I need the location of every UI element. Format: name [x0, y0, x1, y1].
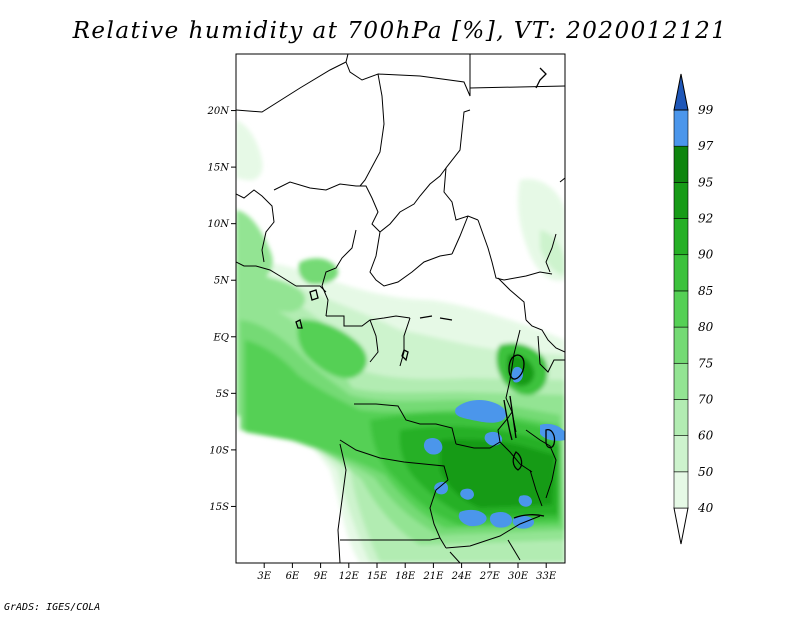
colorbar-label: 95 [698, 175, 713, 189]
colorbar-label: 60 [698, 429, 714, 443]
colorbar-label: 70 [698, 392, 714, 406]
lon-tick-label: 6E [286, 571, 300, 582]
lon-tick-label: 33E [536, 571, 557, 582]
country-borders [236, 54, 565, 563]
colorbar-segment [673, 471, 689, 509]
colorbar-segment [673, 182, 689, 219]
colorbar-label: 92 [698, 212, 713, 226]
map-frame [235, 53, 566, 564]
colorbar-segment [673, 399, 689, 436]
lat-tick-label: 5S [216, 389, 229, 400]
colorbar-label: 90 [698, 248, 714, 262]
humidity-region-guinea-coast [236, 274, 306, 312]
lon-tick-label: 24E [451, 571, 473, 582]
colorbar-label: 85 [698, 284, 713, 298]
humidity-region-west-coast [236, 210, 273, 282]
colorbar-label: 50 [698, 465, 714, 479]
lon-tick-label: 3E [257, 571, 271, 582]
humidity-field [236, 54, 565, 563]
humidity-region-central-coast [297, 319, 367, 379]
lat-tick-label: 5N [214, 276, 230, 287]
colorbar: 40 50 60 70 75 80 85 90 92 95 97 99 [673, 73, 714, 545]
lat-tick-label: 10S [209, 445, 229, 456]
humidity-region-north-west [236, 120, 263, 181]
colorbar-segment [673, 218, 689, 256]
colorbar-segment [673, 326, 689, 364]
humidity-region-nigeria-coast [298, 258, 339, 285]
footer-credit: GrADS: IGES/COLA [4, 602, 101, 613]
lon-tick-label: 30E [508, 571, 529, 582]
colorbar-label: 97 [698, 139, 714, 153]
lon-tick-label: 9E [314, 571, 328, 582]
humidity-region-east-highlands-b [540, 230, 565, 275]
colorbar-segment [673, 109, 689, 147]
lat-tick-label: 15N [208, 163, 231, 174]
colorbar-segment [673, 145, 689, 183]
colorbar-top-arrow [673, 73, 689, 111]
lat-tick-label: EQ [213, 332, 230, 343]
colorbar-segment [673, 435, 689, 473]
lon-tick-label: 27E [479, 571, 501, 582]
colorbar-label: 99 [698, 103, 714, 117]
lon-tick-label: 21E [422, 571, 444, 582]
colorbar-bottom-arrow [673, 507, 689, 545]
colorbar-label: 75 [698, 356, 713, 370]
colorbar-segment [673, 290, 689, 328]
colorbar-label: 40 [697, 501, 714, 515]
lat-tick-label: 10N [208, 219, 231, 230]
latitude-axis: 20N 15N 10N 5N EQ 5S 10S 15S [207, 106, 236, 513]
humidity-region-95plus [423, 366, 565, 529]
chart-title: Relative humidity at 700hPa [%], VT: 202… [72, 18, 728, 44]
longitude-axis: 3E 6E 9E 12E 15E 18E 21E 24E 27E 30E 33E [257, 563, 557, 582]
colorbar-label: 80 [698, 320, 714, 334]
lon-tick-label: 15E [367, 571, 388, 582]
colorbar-segment [673, 254, 689, 292]
lat-tick-label: 20N [207, 106, 231, 117]
lon-tick-label: 12E [339, 571, 360, 582]
lat-tick-label: 15S [209, 502, 229, 513]
lakes [295, 67, 556, 519]
colorbar-segment [673, 362, 689, 400]
lon-tick-label: 18E [395, 571, 416, 582]
